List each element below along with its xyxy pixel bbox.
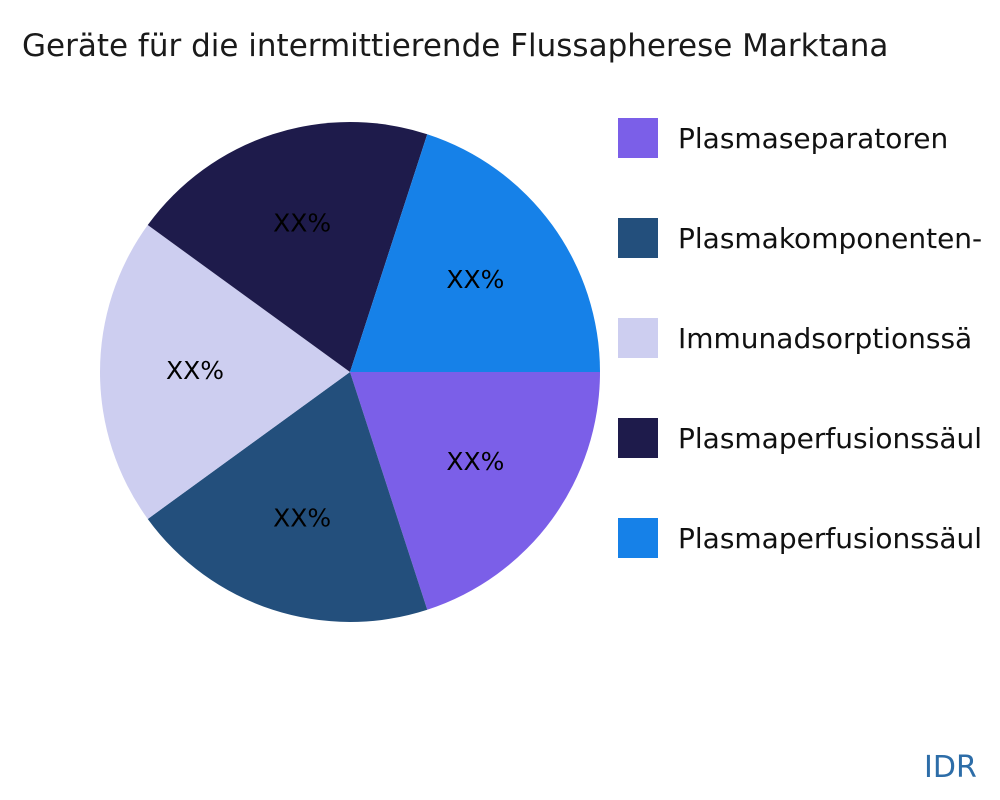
legend-item: Plasmaperfusionssäul: [618, 516, 982, 560]
pie-slice-label: XX%: [446, 447, 504, 476]
legend-swatch: [618, 218, 658, 258]
legend-label: Immunadsorptionssä: [678, 321, 973, 355]
pie-slice-5: [350, 134, 600, 372]
pie-slice-1: [350, 372, 600, 610]
legend-item: Plasmaseparatoren: [618, 116, 982, 160]
legend-swatch: [618, 118, 658, 158]
pie-slice-label: XX%: [273, 503, 331, 532]
legend-label: Plasmaperfusionssäul: [678, 521, 983, 555]
pie-slice-label: XX%: [446, 265, 504, 294]
legend-label: Plasmaperfusionssäul: [678, 421, 983, 455]
legend: Plasmaseparatoren Plasmakomponenten- Imm…: [618, 116, 982, 560]
pie-slice-label: XX%: [166, 356, 224, 385]
legend-item: Plasmakomponenten-: [618, 216, 982, 260]
pie-chart: XX% XX% XX% XX% XX%: [100, 122, 600, 622]
chart-title: Geräte für die intermittierende Flussaph…: [22, 28, 889, 64]
legend-item: Immunadsorptionssä: [618, 316, 982, 360]
legend-label: Plasmakomponenten-: [678, 221, 983, 255]
legend-swatch: [618, 318, 658, 358]
legend-swatch: [618, 518, 658, 558]
pie-slice-3: [100, 225, 350, 519]
pie-slice-label: XX%: [273, 209, 331, 238]
legend-label: Plasmaseparatoren: [678, 121, 949, 155]
legend-item: Plasmaperfusionssäul: [618, 416, 982, 460]
legend-swatch: [618, 418, 658, 458]
pie-slice-4: [147, 122, 428, 373]
pie-slice-2: [147, 372, 428, 622]
watermark-text: IDR: [924, 750, 977, 785]
